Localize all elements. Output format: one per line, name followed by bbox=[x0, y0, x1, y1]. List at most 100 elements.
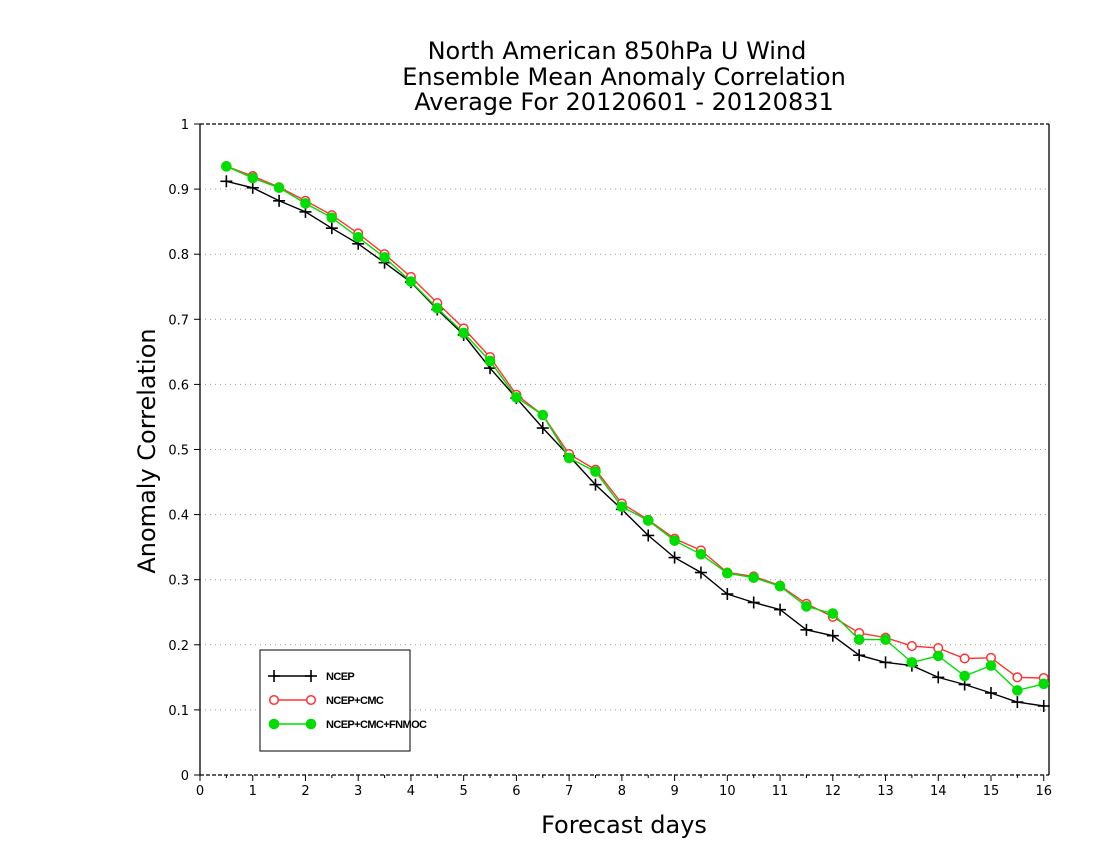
x-tick-label: 13 bbox=[877, 784, 894, 799]
data-point bbox=[246, 181, 259, 194]
y-tick-label: 0.6 bbox=[168, 378, 189, 393]
legend-marker bbox=[305, 694, 317, 706]
y-axis-label: Anomaly Correlation bbox=[133, 328, 161, 573]
legend-item: NCEP+CMC+FNMOC bbox=[268, 718, 428, 731]
data-point bbox=[722, 567, 733, 579]
data-point bbox=[536, 422, 549, 435]
y-tick-label: 0.3 bbox=[168, 574, 189, 589]
legend-marker bbox=[268, 718, 280, 730]
data-point bbox=[221, 161, 232, 172]
chart-title-line-3: Average For 20120601 - 20120831 bbox=[414, 88, 834, 116]
chart-title: North American 850hPa U Wind Ensemble Me… bbox=[402, 37, 846, 116]
data-point bbox=[984, 686, 997, 699]
data-point bbox=[826, 629, 839, 642]
data-point bbox=[985, 660, 997, 671]
x-tick-label: 8 bbox=[618, 784, 626, 799]
y-tick-label: 0.4 bbox=[168, 509, 189, 524]
legend: NCEP NCEP+CMC NCEP+CMC+FNMOC bbox=[259, 649, 428, 752]
data-point bbox=[247, 172, 259, 184]
y-tick-label: 0.5 bbox=[168, 444, 189, 459]
x-tick-label: 16 bbox=[1035, 784, 1052, 799]
data-point bbox=[273, 182, 285, 194]
data-point bbox=[827, 608, 839, 619]
data-point bbox=[906, 657, 918, 668]
data-point bbox=[932, 671, 945, 684]
x-tick-label: 7 bbox=[565, 784, 573, 799]
chart-title-line-1: North American 850hPa U Wind bbox=[428, 37, 807, 65]
x-axis-ticks: 0 1 2 3 4 5 6 7 8 9 10 11 12 13 14 15 16 bbox=[196, 775, 1052, 799]
x-tick-label: 15 bbox=[983, 784, 1000, 799]
legend-marker bbox=[268, 694, 280, 706]
x-tick-label: 10 bbox=[719, 784, 736, 799]
y-axis-ticks: 0 0.1 0.2 0.3 0.4 0.5 0.6 0.7 0.8 0.9 1 bbox=[168, 118, 200, 784]
gridlines bbox=[200, 188, 1049, 711]
y-tick-label: 0.8 bbox=[168, 248, 189, 263]
data-point bbox=[616, 501, 628, 513]
legend-marker bbox=[305, 670, 317, 682]
series-ncep-cmc-fnmoc bbox=[221, 161, 1050, 696]
data-point bbox=[959, 653, 970, 664]
data-point bbox=[1037, 699, 1050, 712]
series-ncep-cmc bbox=[221, 161, 1049, 684]
series bbox=[220, 161, 1050, 712]
y-tick-label: 1 bbox=[181, 118, 189, 133]
x-tick-label: 4 bbox=[407, 784, 415, 799]
x-tick-label: 11 bbox=[772, 784, 789, 799]
y-tick-label: 0.1 bbox=[168, 704, 189, 719]
x-tick-label: 12 bbox=[825, 784, 842, 799]
data-point bbox=[747, 596, 760, 609]
data-point bbox=[405, 276, 417, 287]
data-point bbox=[853, 634, 865, 645]
chart-title-line-2: Ensemble Mean Anomaly Correlation bbox=[402, 63, 846, 91]
data-point bbox=[669, 535, 680, 546]
y-tick-label: 0.2 bbox=[168, 639, 189, 654]
legend-label: NCEP+CMC bbox=[326, 695, 384, 707]
data-point bbox=[1038, 678, 1050, 690]
x-tick-label: 3 bbox=[354, 784, 362, 799]
data-point bbox=[721, 588, 734, 601]
data-point bbox=[774, 580, 786, 592]
data-point bbox=[694, 566, 707, 579]
legend-item: NCEP+CMC bbox=[268, 694, 384, 707]
data-point bbox=[668, 551, 681, 564]
data-point bbox=[801, 601, 812, 612]
x-tick-label: 2 bbox=[301, 784, 309, 799]
data-point bbox=[1011, 696, 1024, 709]
series-line bbox=[226, 165, 1044, 692]
legend-marker bbox=[268, 670, 280, 682]
data-point bbox=[800, 623, 813, 636]
data-point bbox=[379, 252, 390, 263]
data-point bbox=[273, 194, 286, 207]
data-point bbox=[906, 641, 917, 652]
data-point bbox=[220, 175, 233, 188]
data-point bbox=[879, 656, 892, 669]
y-tick-label: 0.9 bbox=[168, 183, 189, 198]
x-tick-label: 5 bbox=[460, 784, 468, 799]
legend-marker bbox=[305, 718, 317, 730]
legend-item: NCEP bbox=[268, 670, 355, 683]
data-point bbox=[1012, 672, 1023, 683]
data-point bbox=[300, 198, 311, 209]
data-point bbox=[748, 572, 759, 584]
data-point bbox=[458, 327, 469, 339]
data-point bbox=[352, 231, 364, 243]
x-tick-label: 0 bbox=[196, 784, 204, 799]
data-point bbox=[537, 409, 549, 421]
series-line bbox=[226, 165, 1044, 679]
data-point bbox=[590, 466, 601, 477]
legend-label: NCEP+CMC+FNMOC bbox=[326, 719, 427, 731]
series-line bbox=[226, 180, 1044, 707]
legend-label: NCEP bbox=[326, 671, 354, 683]
data-point bbox=[959, 670, 970, 682]
data-point bbox=[484, 355, 496, 367]
data-point bbox=[511, 392, 522, 403]
data-point bbox=[431, 302, 443, 314]
data-point bbox=[325, 222, 338, 235]
data-point bbox=[326, 212, 338, 224]
data-point bbox=[853, 649, 866, 662]
data-point bbox=[880, 634, 891, 645]
y-tick-label: 0.7 bbox=[168, 313, 189, 328]
x-tick-label: 6 bbox=[512, 784, 520, 799]
x-tick-label: 1 bbox=[249, 784, 257, 799]
